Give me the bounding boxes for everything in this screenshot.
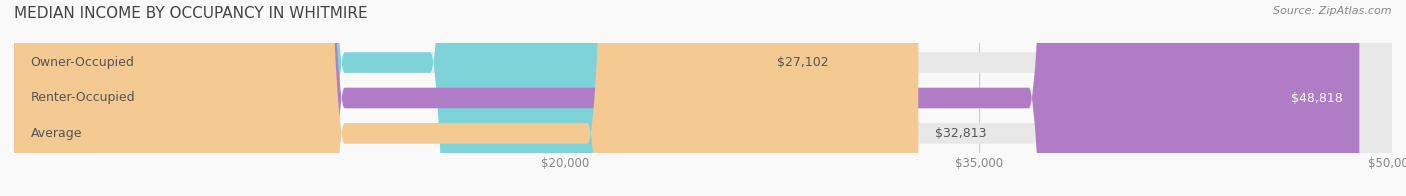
Text: MEDIAN INCOME BY OCCUPANCY IN WHITMIRE: MEDIAN INCOME BY OCCUPANCY IN WHITMIRE xyxy=(14,6,368,21)
Text: $27,102: $27,102 xyxy=(778,56,830,69)
FancyBboxPatch shape xyxy=(14,0,918,196)
FancyBboxPatch shape xyxy=(14,0,1392,196)
Text: $48,818: $48,818 xyxy=(1291,92,1343,104)
Text: Average: Average xyxy=(31,127,82,140)
FancyBboxPatch shape xyxy=(14,0,1392,196)
FancyBboxPatch shape xyxy=(14,0,1360,196)
FancyBboxPatch shape xyxy=(14,0,1392,196)
Text: $32,813: $32,813 xyxy=(935,127,987,140)
Text: Renter-Occupied: Renter-Occupied xyxy=(31,92,135,104)
Text: Source: ZipAtlas.com: Source: ZipAtlas.com xyxy=(1274,6,1392,16)
Text: Owner-Occupied: Owner-Occupied xyxy=(31,56,135,69)
FancyBboxPatch shape xyxy=(14,0,761,196)
